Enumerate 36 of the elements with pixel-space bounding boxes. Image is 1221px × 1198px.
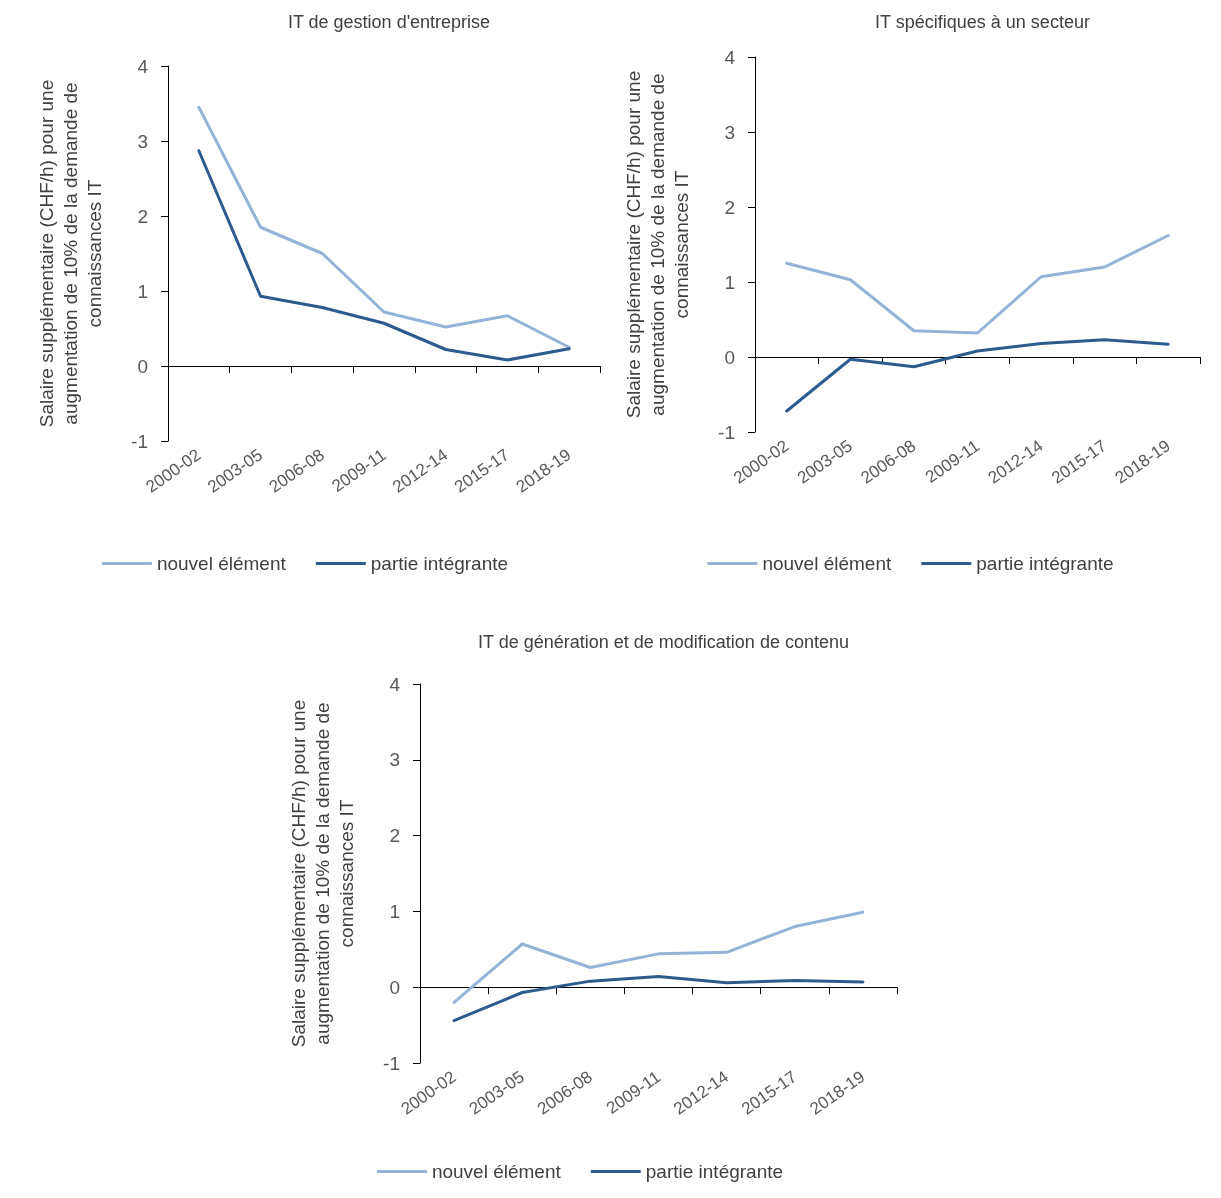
y-tick-label: 4 [389,673,401,695]
y-tick-label: 1 [724,271,735,293]
y-tick-label: 1 [389,900,400,922]
line-series [785,338,1170,413]
legend-label: nouvel élément [431,1161,562,1182]
line-series [452,975,865,1023]
y-tick-label: -1 [718,421,735,443]
legend-label: nouvel élément [762,553,892,574]
chart-title: IT de génération et de modification de contenu [478,632,849,652]
y-tick-label: -1 [131,430,148,452]
legend-label: nouvel élément [156,553,287,574]
y-tick-label: 2 [724,196,735,218]
y-axis-title: Salaire supplémentaire (CHF/h) pour une augmentation de 10% de la demande de connaissances IT [287,699,357,1048]
y-tick-label: 2 [389,825,400,847]
line-series [197,105,571,349]
legend-label: partie intégrante [976,553,1114,574]
y-tick-label: 0 [389,976,400,998]
line-series [452,910,865,1004]
y-tick-label: 4 [137,55,149,77]
line-series [785,234,1170,335]
y-tick-label: 0 [724,346,735,368]
y-tick-label: 1 [137,280,148,302]
legend-label: partie intégrante [370,553,509,574]
line-series [197,149,571,362]
y-tick-label: 0 [137,355,148,377]
y-axis-title: Salaire supplémentaire (CHF/h) pour une augmentation de 10% de la demande de connaissances IT [622,70,692,419]
y-axis-title: Salaire supplémentaire (CHF/h) pour une augmentation de 10% de la demande de connaissances IT [35,79,105,428]
chart-title: IT de gestion d'entreprise [287,12,491,32]
y-tick-label: 4 [724,46,736,68]
y-tick-label: 2 [137,205,148,227]
legend-label: partie intégrante [645,1161,784,1182]
y-tick-label: 3 [724,121,735,143]
y-tick-label: 3 [389,749,400,771]
y-tick-label: -1 [383,1052,400,1074]
chart-title: IT spécifiques à un secteur [875,12,1090,32]
y-tick-label: 3 [137,130,148,152]
